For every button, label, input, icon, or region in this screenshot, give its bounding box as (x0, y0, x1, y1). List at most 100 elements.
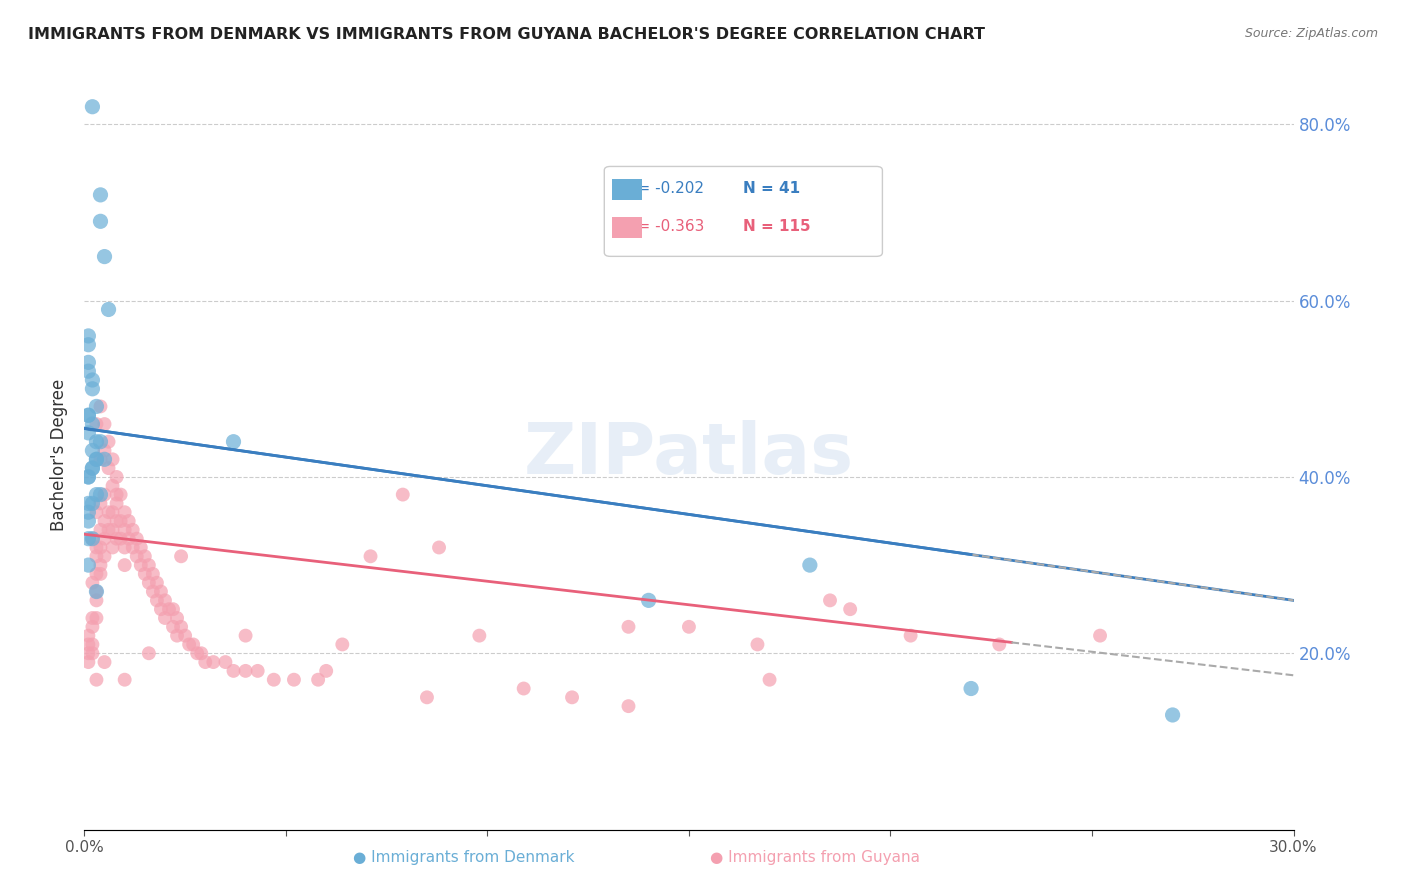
Point (77, 425, 100, 440)
Point (77, 514, 100, 528)
Point (307, 673, 329, 687)
Point (77, 655, 100, 669)
FancyBboxPatch shape (605, 167, 883, 256)
Point (246, 664, 269, 678)
Point (93, 549, 115, 564)
Point (174, 629, 197, 643)
Point (77, 355, 100, 369)
Point (114, 523, 136, 537)
Point (561, 690, 583, 705)
Point (166, 629, 188, 643)
Point (170, 549, 193, 564)
Point (89, 187, 111, 202)
Point (222, 664, 245, 678)
Point (114, 558, 136, 573)
Point (900, 629, 922, 643)
Point (190, 646, 212, 660)
Point (138, 646, 160, 660)
Point (77, 646, 100, 660)
Point (93, 250, 115, 264)
Point (82, 620, 104, 634)
Point (93, 655, 115, 669)
Point (82, 532, 104, 546)
Point (129, 558, 152, 573)
Point (194, 655, 217, 669)
Bar (612, 179, 641, 200)
Point (93, 514, 115, 528)
Point (617, 620, 640, 634)
Point (166, 611, 188, 625)
Point (97, 523, 120, 537)
Point (747, 637, 769, 651)
Point (214, 655, 236, 669)
Point (82, 496, 104, 510)
Point (89, 434, 111, 449)
Point (162, 620, 184, 634)
Y-axis label: Bachelor's Degree: Bachelor's Degree (51, 379, 69, 531)
Point (82, 443, 104, 458)
Point (97, 302, 120, 317)
Point (101, 523, 124, 537)
Point (179, 637, 201, 651)
Point (82, 461, 104, 475)
Text: ● Immigrants from Denmark: ● Immigrants from Denmark (353, 850, 575, 865)
Point (77, 409, 100, 423)
Point (678, 620, 700, 634)
Point (77, 496, 100, 510)
Point (202, 655, 225, 669)
Point (134, 566, 156, 581)
Point (82, 637, 104, 651)
Point (468, 629, 491, 643)
Point (105, 496, 128, 510)
Point (1088, 629, 1111, 643)
Point (82, 532, 104, 546)
Point (157, 602, 180, 616)
Bar (612, 217, 641, 237)
Point (89, 523, 111, 537)
Point (1161, 708, 1184, 723)
Point (77, 329, 100, 343)
Point (77, 470, 100, 484)
Point (89, 566, 111, 581)
Point (82, 100, 104, 114)
Point (222, 434, 245, 449)
Point (129, 541, 152, 555)
Point (93, 417, 115, 431)
Point (101, 541, 124, 555)
Point (138, 558, 160, 573)
Point (114, 673, 136, 687)
Point (97, 505, 120, 519)
Point (86, 400, 108, 414)
Point (77, 637, 100, 651)
Point (512, 681, 534, 696)
Point (146, 593, 169, 607)
Point (283, 673, 305, 687)
Text: ZIPatlas: ZIPatlas (524, 420, 853, 490)
Point (93, 487, 115, 501)
Point (263, 673, 285, 687)
Text: N = 115: N = 115 (744, 219, 811, 234)
Point (77, 470, 100, 484)
Point (162, 602, 184, 616)
Text: N = 41: N = 41 (744, 181, 800, 196)
Point (93, 443, 115, 458)
Point (82, 646, 104, 660)
Point (105, 532, 128, 546)
Point (86, 452, 108, 467)
Point (86, 487, 108, 501)
Point (77, 532, 100, 546)
Point (86, 584, 108, 599)
Point (89, 452, 111, 467)
Point (89, 400, 111, 414)
Point (86, 549, 108, 564)
Point (77, 409, 100, 423)
Point (77, 629, 100, 643)
Point (97, 461, 120, 475)
Point (105, 514, 128, 528)
Point (105, 470, 128, 484)
Point (125, 532, 148, 546)
Point (149, 584, 172, 599)
Point (89, 214, 111, 228)
Point (758, 673, 780, 687)
Point (110, 487, 132, 501)
